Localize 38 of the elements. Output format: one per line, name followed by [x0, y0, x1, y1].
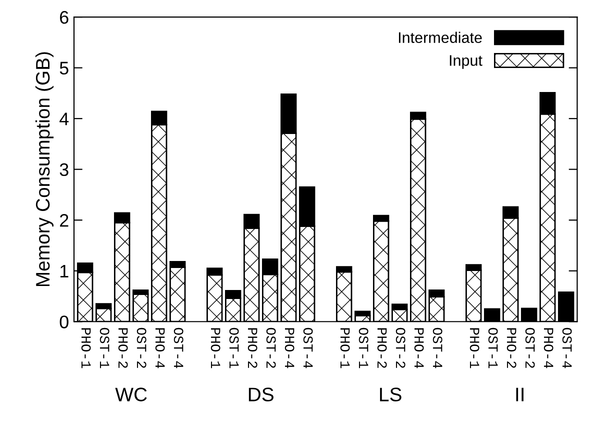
x-tick-label: OST-2: [396, 328, 406, 368]
x-tick-label: PHO-2: [118, 328, 128, 368]
x-tick-label: OST-2: [266, 328, 276, 368]
y-tick-label: 6: [60, 10, 68, 24]
text: WC: [115, 388, 147, 402]
x-tick-label: OST-1: [229, 328, 239, 368]
legend-label: Input: [450, 55, 482, 69]
x-tick-label: PHO-4: [544, 328, 554, 368]
x-tick-label: OST-1: [358, 328, 368, 368]
x-tick-label: OST-4: [303, 328, 313, 368]
text: II: [516, 388, 524, 402]
x-tick-label: OST-1: [488, 328, 498, 368]
y-tick-label: 4: [60, 112, 69, 126]
y-tick-label: 1: [60, 264, 68, 278]
x-tick-label: OST-4: [562, 328, 572, 368]
x-tick-label: PHO-1: [81, 328, 91, 368]
text: DS: [248, 388, 274, 402]
text: LS: [380, 388, 402, 402]
x-tick-label: OST-2: [136, 328, 146, 368]
x-tick-label: PHO-1: [340, 328, 350, 368]
y-tick-label: 5: [60, 62, 68, 75]
x-tick-label: PHO-1: [470, 328, 480, 368]
x-tick-label: OST-4: [432, 328, 442, 368]
x-tick-label: PHO-4: [284, 328, 294, 368]
y-tick-label: 0: [60, 316, 68, 328]
x-tick-label: PHO-2: [377, 328, 387, 368]
y-tick-label: 2: [60, 214, 68, 227]
x-tick-label: PHO-4: [155, 328, 165, 368]
x-tick-label: PHO-4: [414, 328, 424, 368]
x-tick-label: OST-4: [174, 328, 184, 368]
x-tick-label: OST-1: [100, 328, 110, 368]
x-tick-label: OST-2: [525, 328, 535, 368]
x-tick-label: PHO-2: [248, 328, 258, 368]
x-tick-label: PHO-2: [506, 328, 516, 368]
y-axis-title: Memory Consumption (GB): [35, 52, 54, 286]
legend-label: Intermediate: [398, 32, 482, 44]
y-tick-label: 3: [60, 163, 68, 176]
x-tick-label: PHO-1: [210, 328, 220, 368]
